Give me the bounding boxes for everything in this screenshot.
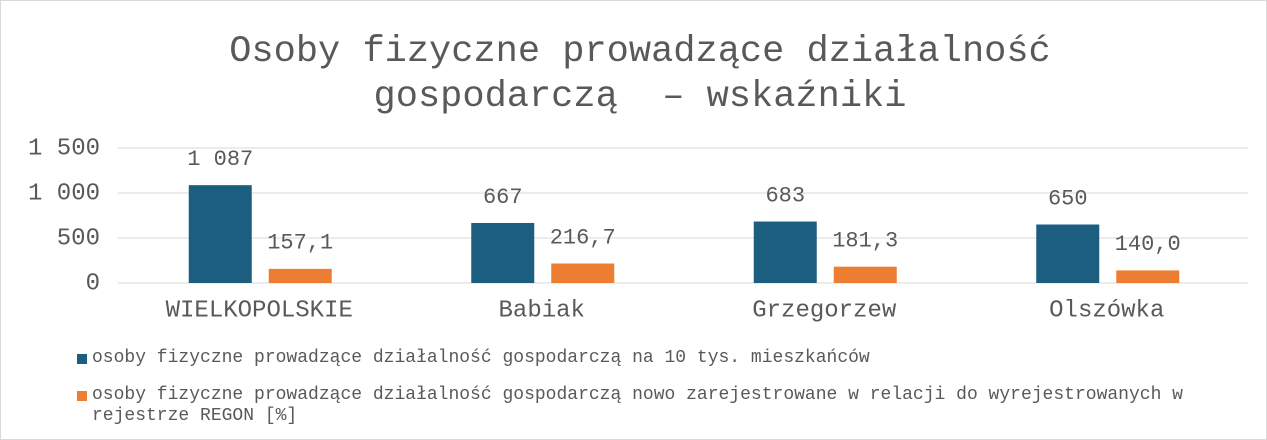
y-tick-label: 0 bbox=[86, 270, 100, 297]
data-label: 667 bbox=[483, 185, 523, 210]
bar bbox=[471, 222, 535, 283]
chart-title: Osoby fizyczne prowadzące działalność go… bbox=[229, 31, 1073, 118]
y-tick-label: 500 bbox=[57, 225, 100, 252]
bar bbox=[753, 221, 817, 283]
bar bbox=[1036, 224, 1100, 283]
data-label: 140,0 bbox=[1115, 232, 1181, 257]
data-label: 650 bbox=[1048, 186, 1088, 211]
legend-entry: osoby fizyczne prowadzące działalność go… bbox=[77, 385, 1252, 427]
x-tick-label: Olszówka bbox=[1049, 297, 1164, 324]
data-label: 157,1 bbox=[267, 231, 333, 256]
legend-label: osoby fizyczne prowadzące działalność go… bbox=[92, 385, 1183, 426]
x-tick-label: Grzegorzew bbox=[752, 297, 897, 324]
y-tick-label: 1 000 bbox=[28, 180, 100, 207]
data-label: 1 087 bbox=[187, 147, 253, 172]
legend-entry: osoby fizyczne prowadzące działalność go… bbox=[77, 348, 1252, 369]
x-tick-label: Babiak bbox=[499, 297, 585, 324]
bar bbox=[1116, 270, 1180, 283]
bar bbox=[551, 263, 615, 283]
legend-label: osoby fizyczne prowadzące działalność go… bbox=[92, 348, 870, 368]
bar bbox=[833, 266, 897, 283]
y-tick-label: 1 500 bbox=[28, 135, 100, 162]
x-tick-label: WIELKOPOLSKIE bbox=[166, 297, 353, 324]
legend-swatch bbox=[77, 354, 87, 364]
legend: osoby fizyczne prowadzące działalność go… bbox=[77, 348, 1257, 440]
data-label: 216,7 bbox=[550, 225, 616, 250]
bar bbox=[268, 268, 332, 283]
bar bbox=[188, 185, 252, 283]
legend-swatch bbox=[77, 391, 87, 401]
data-label: 683 bbox=[765, 183, 805, 208]
data-label: 181,3 bbox=[832, 228, 898, 253]
